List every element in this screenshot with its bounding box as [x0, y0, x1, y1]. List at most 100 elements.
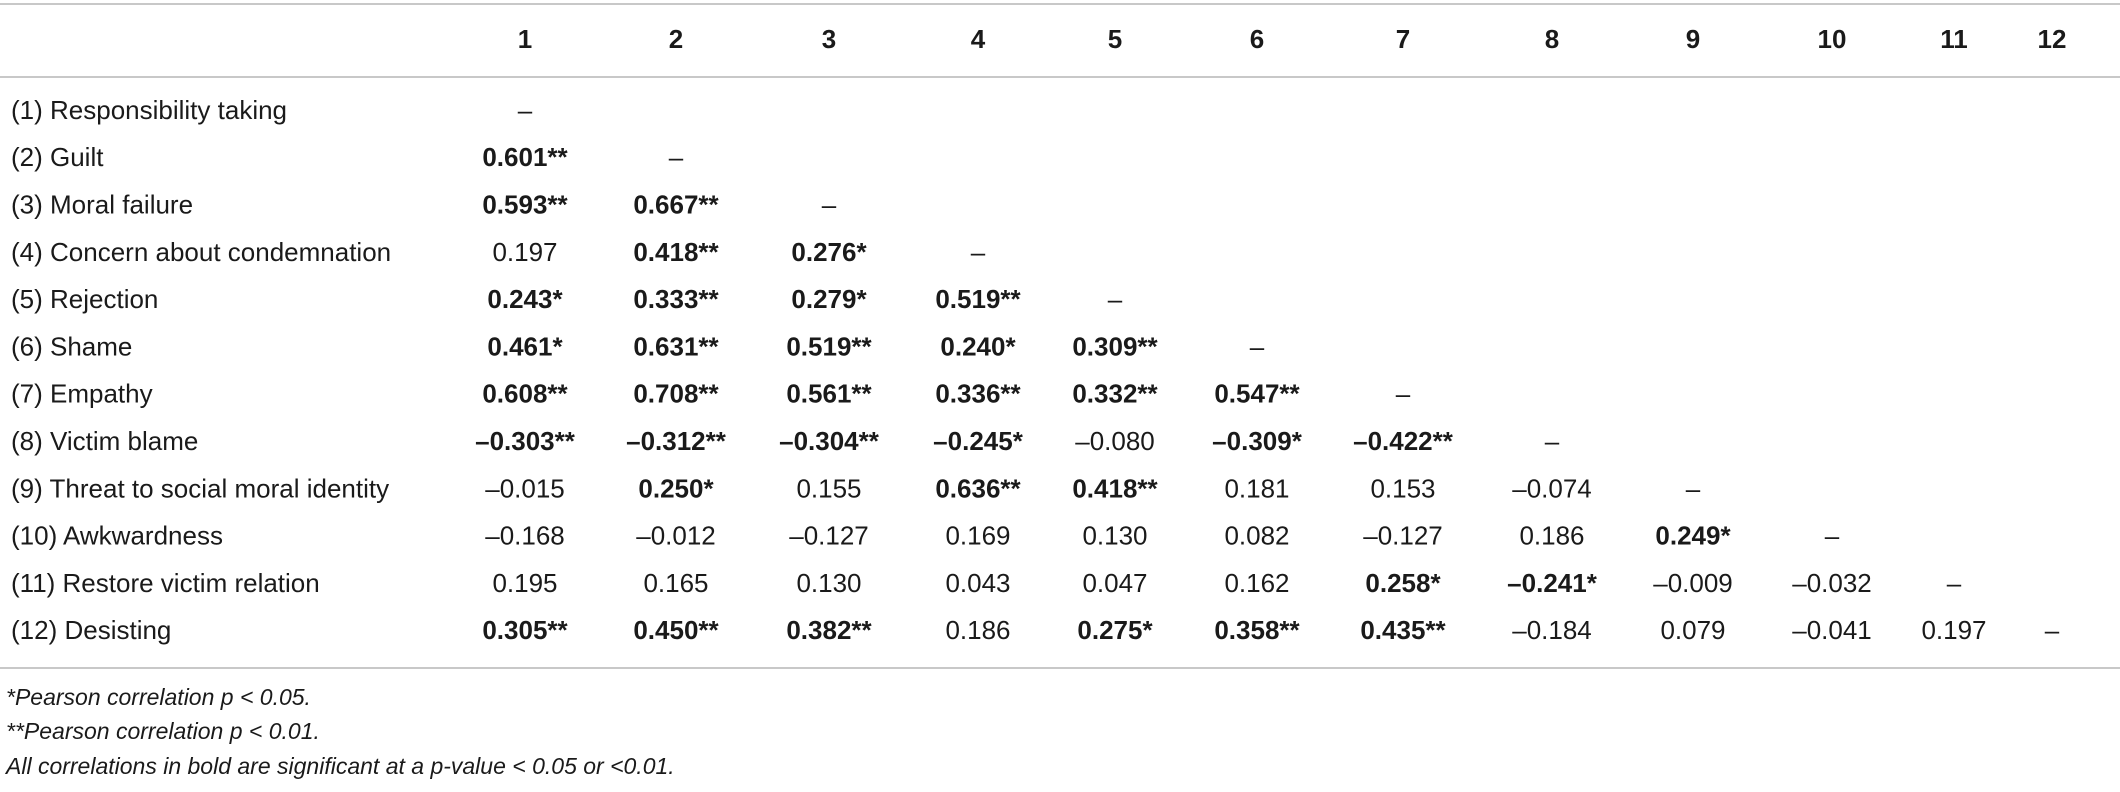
- cell: 0.195: [492, 568, 557, 598]
- cell: 0.197: [492, 237, 557, 267]
- cell: 0.305**: [482, 615, 568, 645]
- cell: –0.009: [1653, 568, 1733, 598]
- cell: 0.358**: [1214, 615, 1300, 645]
- cell: –0.074: [1512, 473, 1592, 503]
- cell: 0.197: [1921, 615, 1986, 645]
- row-label: (1) Responsibility taking: [11, 95, 287, 125]
- footnote: **Pearson correlation p < 0.01.: [6, 718, 320, 744]
- cell: 0.279*: [791, 284, 867, 314]
- cell: 0.047: [1082, 568, 1147, 598]
- row-label: (6) Shame: [11, 331, 132, 361]
- cell: 0.333**: [633, 284, 719, 314]
- cell: –: [822, 189, 837, 219]
- cell: 0.250*: [638, 473, 714, 503]
- row-label: (3) Moral failure: [11, 189, 193, 219]
- row-label: (12) Desisting: [11, 615, 171, 645]
- cell: 0.450**: [633, 615, 719, 645]
- row-label: (10) Awkwardness: [11, 521, 223, 551]
- cell: 0.186: [1519, 521, 1584, 551]
- cell: –: [971, 237, 986, 267]
- cell: 0.275*: [1077, 615, 1153, 645]
- cell: –0.422**: [1353, 426, 1454, 456]
- cell: 0.418**: [1072, 473, 1158, 503]
- cell: 0.082: [1224, 521, 1289, 551]
- cell: –0.303**: [475, 426, 576, 456]
- cell: –0.304**: [779, 426, 880, 456]
- cell: 0.332**: [1072, 379, 1158, 409]
- cell: –0.312**: [626, 426, 727, 456]
- column-header: 6: [1250, 24, 1264, 54]
- row-label: (7) Empathy: [11, 379, 153, 409]
- cell: 0.519**: [786, 331, 872, 361]
- row-label: (9) Threat to social moral identity: [11, 473, 389, 503]
- cell: 0.631**: [633, 331, 719, 361]
- cell: 0.461*: [487, 331, 563, 361]
- row-label: (2) Guilt: [11, 142, 104, 172]
- row-label: (8) Victim blame: [11, 426, 198, 456]
- cell: –0.015: [485, 473, 565, 503]
- cell: –0.127: [1363, 521, 1443, 551]
- cell: –0.127: [789, 521, 869, 551]
- cell: 0.155: [796, 473, 861, 503]
- row-label: (5) Rejection: [11, 284, 158, 314]
- cell: 0.130: [796, 568, 861, 598]
- cell: 0.162: [1224, 568, 1289, 598]
- cell: 0.258*: [1365, 568, 1441, 598]
- cell: –0.168: [485, 521, 565, 551]
- footnote: All correlations in bold are significant…: [4, 753, 675, 779]
- column-header: 10: [1818, 24, 1847, 54]
- column-header: 8: [1545, 24, 1559, 54]
- column-header: 5: [1108, 24, 1122, 54]
- cell: –0.309*: [1212, 426, 1303, 456]
- cell: 0.186: [945, 615, 1010, 645]
- cell: –: [1250, 331, 1265, 361]
- cell: 0.708**: [633, 379, 719, 409]
- cell: 0.601**: [482, 142, 568, 172]
- cell: 0.243*: [487, 284, 563, 314]
- column-header: 7: [1396, 24, 1410, 54]
- cell: 0.153: [1370, 473, 1435, 503]
- cell: 0.519**: [935, 284, 1021, 314]
- cell: 0.547**: [1214, 379, 1300, 409]
- cell: 0.667**: [633, 189, 719, 219]
- cell: 0.418**: [633, 237, 719, 267]
- cell: 0.130: [1082, 521, 1147, 551]
- cell: –0.184: [1512, 615, 1592, 645]
- cell: 0.249*: [1655, 521, 1731, 551]
- cell: 0.079: [1660, 615, 1725, 645]
- cell: –: [1825, 521, 1840, 551]
- cell: –0.032: [1792, 568, 1872, 598]
- cell: 0.636**: [935, 473, 1021, 503]
- column-header: 12: [2038, 24, 2067, 54]
- column-header: 2: [669, 24, 683, 54]
- cell: –: [1396, 379, 1411, 409]
- cell: –0.241*: [1507, 568, 1598, 598]
- cell: 0.435**: [1360, 615, 1446, 645]
- cell: –: [1545, 426, 1560, 456]
- footnote: *Pearson correlation p < 0.05.: [6, 684, 311, 710]
- cell: –0.080: [1075, 426, 1155, 456]
- column-header: 11: [1940, 24, 1968, 54]
- column-header: 9: [1686, 24, 1700, 54]
- cell: 0.276*: [791, 237, 867, 267]
- cell: 0.165: [643, 568, 708, 598]
- cell: –0.012: [636, 521, 716, 551]
- cell: 0.593**: [482, 189, 568, 219]
- cell: 0.169: [945, 521, 1010, 551]
- row-label: (4) Concern about condemnation: [11, 237, 391, 267]
- cell: 0.043: [945, 568, 1010, 598]
- cell: 0.240*: [940, 331, 1016, 361]
- cell: 0.309**: [1072, 331, 1158, 361]
- column-header: 3: [822, 24, 836, 54]
- cell: –: [669, 142, 684, 172]
- cell: –: [1947, 568, 1962, 598]
- cell: 0.181: [1224, 473, 1289, 503]
- cell: –: [2045, 615, 2060, 645]
- cell: –0.245*: [933, 426, 1024, 456]
- cell: 0.382**: [786, 615, 872, 645]
- column-header: 4: [971, 24, 986, 54]
- cell: –: [1108, 284, 1123, 314]
- column-header: 1: [518, 24, 532, 54]
